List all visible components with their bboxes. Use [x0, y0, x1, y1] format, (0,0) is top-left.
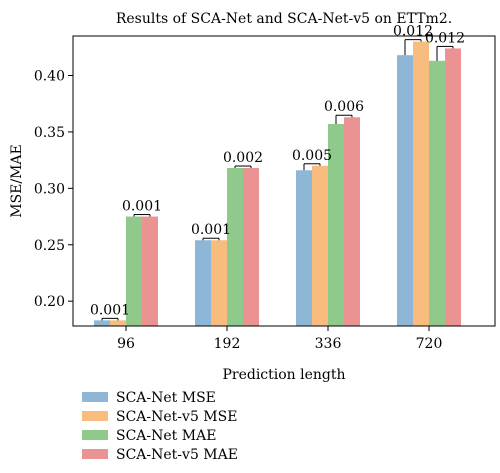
y-tick-label: 0.30: [34, 181, 65, 197]
y-tick-label: 0.40: [34, 68, 65, 84]
legend-swatch: [82, 392, 108, 402]
x-tick-label: 96: [117, 336, 135, 352]
legend-label: SCA-Net-v5 MSE: [116, 409, 237, 425]
x-tick-label: 720: [416, 336, 443, 352]
data-label: 0.006: [324, 99, 364, 115]
bar: [296, 170, 312, 326]
x-axis: 96 192 336 720: [117, 326, 442, 352]
bar: [312, 165, 328, 326]
data-label: 0.002: [223, 150, 263, 166]
data-label: 0.005: [292, 148, 332, 164]
legend-label: SCA-Net MAE: [116, 428, 216, 444]
bar: [344, 117, 360, 326]
legend-label: SCA-Net-v5 MAE: [116, 447, 238, 463]
x-tick-label: 336: [315, 336, 342, 352]
chart-title: Results of SCA-Net and SCA-Net-v5 on ETT…: [116, 11, 452, 27]
legend-swatch: [82, 430, 108, 440]
y-tick-label: 0.25: [34, 238, 65, 254]
y-tick-label: 0.20: [34, 294, 65, 310]
bar: [243, 168, 259, 326]
data-label: 0.001: [90, 302, 130, 318]
data-label: 0.012: [425, 30, 465, 46]
bar: [126, 216, 142, 326]
bar: [94, 320, 110, 326]
bar: [445, 48, 461, 327]
bar: [328, 124, 344, 326]
data-label: 0.001: [191, 222, 231, 238]
y-axis: 0.20 0.25 0.30 0.35 0.40: [34, 68, 73, 310]
x-axis-title: Prediction length: [222, 367, 345, 383]
data-label: 0.001: [122, 199, 162, 215]
bar: [142, 216, 158, 326]
y-tick-label: 0.35: [34, 125, 65, 141]
legend-label: SCA-Net MSE: [116, 390, 216, 406]
bar: [227, 168, 243, 326]
bar: [397, 55, 413, 326]
bar: [211, 240, 227, 326]
legend-swatch: [82, 449, 108, 459]
bar: [429, 60, 445, 327]
legend: SCA-Net MSE SCA-Net-v5 MSE SCA-Net MAE SCA-…: [82, 390, 238, 463]
bar: [413, 41, 429, 326]
x-tick-label: 192: [214, 336, 241, 352]
y-axis-title: MSE/MAE: [9, 144, 25, 218]
bars-group: [94, 41, 461, 327]
bar: [110, 320, 126, 326]
legend-swatch: [82, 411, 108, 421]
plot-frame: [72, 35, 496, 327]
bar: [195, 240, 211, 326]
